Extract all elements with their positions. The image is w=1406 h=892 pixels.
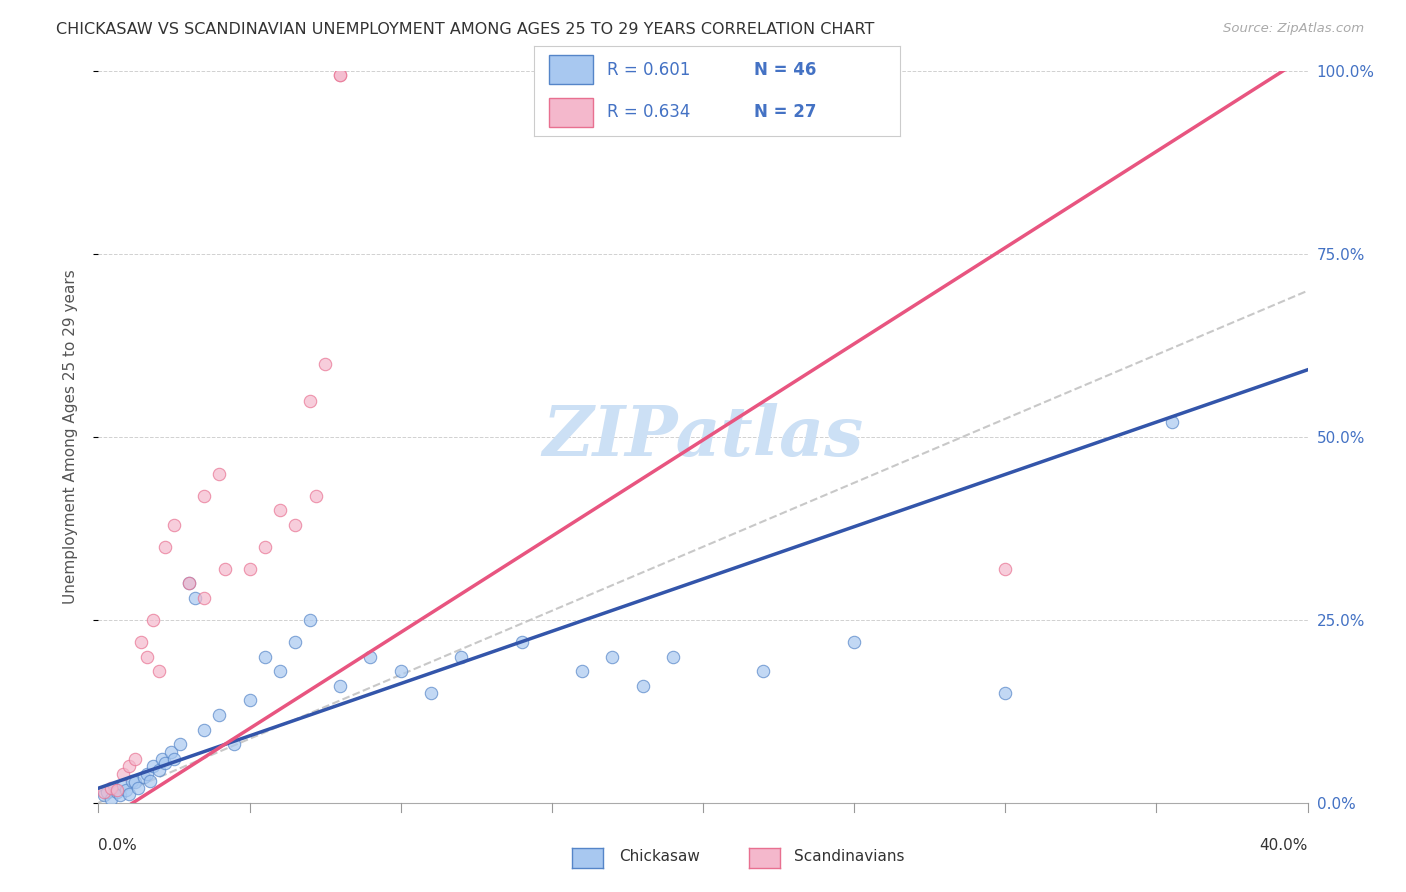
Point [284, 635, 307, 649]
Text: R = 0.601: R = 0.601 [607, 61, 690, 78]
Point [420, 686, 443, 700]
Point [129, 635, 152, 649]
Point [208, 467, 231, 481]
Point [139, 773, 162, 788]
Point [193, 489, 215, 503]
Point [510, 635, 533, 649]
Point [179, 576, 201, 591]
Point [150, 752, 173, 766]
Point [329, 68, 352, 82]
Text: N = 27: N = 27 [754, 103, 815, 121]
Text: Chickasaw: Chickasaw [619, 849, 700, 863]
Point [135, 766, 157, 780]
Point [1160, 416, 1182, 430]
Point [118, 759, 141, 773]
Point [253, 649, 276, 664]
Point [153, 756, 176, 770]
Point [602, 649, 624, 664]
Point [284, 517, 307, 532]
Point [153, 540, 176, 554]
Point [163, 517, 186, 532]
Point [103, 781, 125, 796]
Point [135, 649, 157, 664]
Point [305, 489, 328, 503]
Point [108, 789, 131, 803]
Text: R = 0.634: R = 0.634 [607, 103, 690, 121]
Point [96, 785, 118, 799]
Point [114, 782, 136, 797]
Point [124, 752, 146, 766]
Point [179, 576, 201, 591]
Point [193, 723, 215, 737]
Point [100, 781, 122, 796]
Point [100, 792, 122, 806]
Point [93, 789, 115, 803]
Point [994, 686, 1017, 700]
Point [142, 613, 165, 627]
Point [105, 782, 128, 797]
Y-axis label: Unemployment Among Ages 25 to 29 years: Unemployment Among Ages 25 to 29 years [63, 269, 77, 605]
Point [450, 649, 472, 664]
Point [193, 591, 215, 605]
Bar [548, 55, 593, 84]
Point [752, 664, 775, 678]
Point [118, 787, 141, 801]
Text: N = 46: N = 46 [754, 61, 815, 78]
Point [994, 562, 1017, 576]
Point [148, 664, 170, 678]
Point [111, 766, 134, 780]
Point [127, 781, 149, 796]
Point [169, 737, 191, 751]
Point [132, 770, 155, 784]
Point [214, 562, 236, 576]
Point [269, 503, 291, 517]
Point [269, 664, 291, 678]
Point [142, 759, 165, 773]
Point [253, 540, 276, 554]
Point [360, 649, 382, 664]
Text: 0.0%: 0.0% [98, 838, 138, 854]
Point [571, 664, 593, 678]
Point [208, 708, 231, 723]
Point [163, 752, 186, 766]
Point [93, 785, 115, 799]
Point [631, 679, 654, 693]
Point [105, 785, 128, 799]
Point [160, 745, 183, 759]
Point [121, 773, 143, 788]
Bar [548, 98, 593, 127]
Point [329, 68, 352, 82]
Point [662, 649, 685, 664]
Text: ZIPatlas: ZIPatlas [543, 403, 863, 471]
Point [299, 613, 322, 627]
Point [314, 357, 336, 371]
Text: Scandinavians: Scandinavians [794, 849, 905, 863]
Point [329, 679, 352, 693]
Text: Source: ZipAtlas.com: Source: ZipAtlas.com [1223, 22, 1364, 36]
Point [184, 591, 207, 605]
Point [224, 737, 246, 751]
Point [239, 562, 262, 576]
Point [124, 775, 146, 789]
Point [844, 635, 866, 649]
Point [299, 393, 322, 408]
Point [111, 777, 134, 792]
Text: CHICKASAW VS SCANDINAVIAN UNEMPLOYMENT AMONG AGES 25 TO 29 YEARS CORRELATION CHA: CHICKASAW VS SCANDINAVIAN UNEMPLOYMENT A… [56, 22, 875, 37]
Text: 40.0%: 40.0% [1260, 838, 1308, 854]
Point [239, 693, 262, 707]
Point [148, 763, 170, 777]
Point [389, 664, 412, 678]
